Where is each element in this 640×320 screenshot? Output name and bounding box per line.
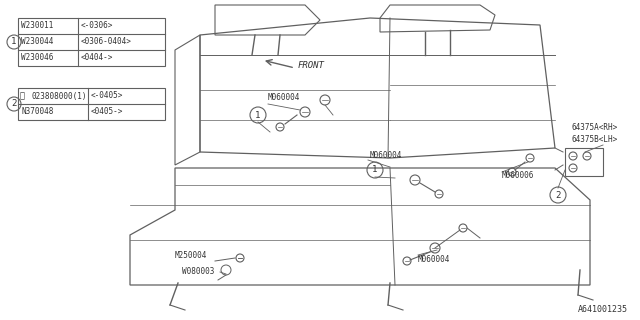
Text: W230011: W230011 xyxy=(21,21,53,30)
Text: <0405->: <0405-> xyxy=(91,108,124,116)
Text: <0306-0404>: <0306-0404> xyxy=(81,37,132,46)
Text: M060004: M060004 xyxy=(268,93,300,102)
Text: FRONT: FRONT xyxy=(298,60,325,69)
Text: M250004: M250004 xyxy=(175,251,207,260)
Text: 64375A<RH>: 64375A<RH> xyxy=(572,124,618,132)
Bar xyxy=(565,148,603,176)
Text: W230044: W230044 xyxy=(21,37,53,46)
Text: M060004: M060004 xyxy=(370,150,403,159)
Text: A641001235: A641001235 xyxy=(578,305,628,314)
Text: M060004: M060004 xyxy=(418,255,451,265)
Text: 1: 1 xyxy=(372,165,378,174)
Text: N370048: N370048 xyxy=(21,108,53,116)
Text: W080003: W080003 xyxy=(182,268,214,276)
Text: M060006: M060006 xyxy=(502,171,534,180)
Text: 2: 2 xyxy=(12,100,17,108)
Text: <-0405>: <-0405> xyxy=(91,92,124,100)
Text: W230046: W230046 xyxy=(21,53,53,62)
Text: 1: 1 xyxy=(255,110,260,119)
Text: <0404->: <0404-> xyxy=(81,53,113,62)
Text: 023808000(1): 023808000(1) xyxy=(31,92,86,100)
Bar xyxy=(18,88,165,120)
Text: 64375B<LH>: 64375B<LH> xyxy=(572,135,618,145)
Text: 1: 1 xyxy=(12,37,17,46)
Bar xyxy=(18,18,165,66)
Text: <-0306>: <-0306> xyxy=(81,21,113,30)
Text: Ⓝ: Ⓝ xyxy=(20,92,25,100)
Text: 2: 2 xyxy=(556,190,561,199)
